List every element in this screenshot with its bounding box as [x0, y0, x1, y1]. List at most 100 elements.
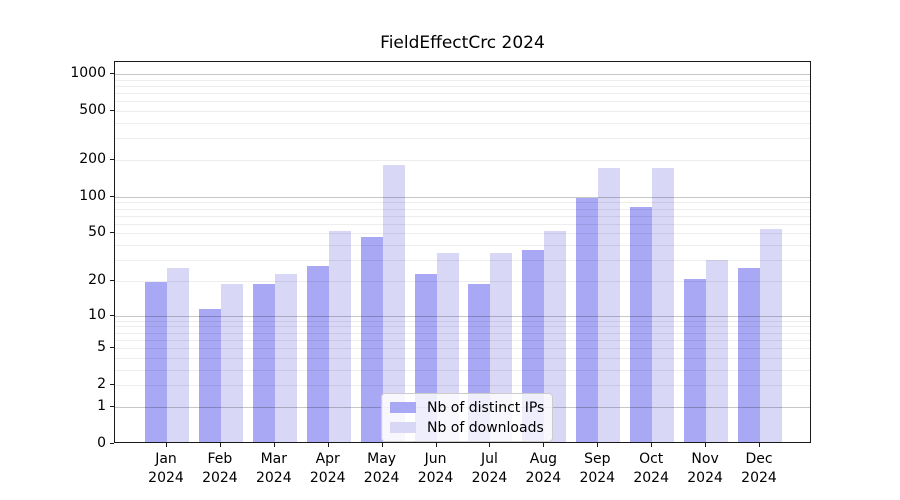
- x-tick-mark: [219, 443, 221, 447]
- gridline-minor: [115, 223, 810, 225]
- legend: Nb of distinct IPs Nb of downloads: [381, 393, 554, 442]
- legend-entry-distinct-ips: Nb of distinct IPs: [390, 398, 544, 417]
- x-tick-month: Dec: [745, 451, 773, 467]
- y-tick-mark: [110, 405, 114, 407]
- bar-downloads-oct: [652, 168, 675, 442]
- x-tick-mark: [597, 443, 599, 447]
- x-tick-label-nov: Nov 2024: [673, 450, 737, 488]
- bar-distinct-ips-feb: [198, 308, 221, 442]
- x-tick-month: Jun: [424, 451, 447, 467]
- gridline-minor: [115, 260, 810, 262]
- legend-label-distinct-ips: Nb of distinct IPs: [427, 399, 545, 416]
- x-tick-label-aug: Aug 2024: [511, 450, 575, 488]
- x-tick-label-mar: Mar 2024: [242, 450, 306, 488]
- gridline-minor: [115, 280, 810, 282]
- y-tick-label: 5: [97, 339, 106, 356]
- x-tick-year: 2024: [202, 470, 238, 486]
- y-tick-label: 2: [97, 376, 106, 393]
- x-tick-mark: [489, 443, 491, 447]
- x-tick-mark: [327, 443, 329, 447]
- bar-downloads-sep: [598, 168, 621, 442]
- gridline-minor: [115, 215, 810, 217]
- x-tick-label-jul: Jul 2024: [457, 450, 521, 488]
- bar-downloads-feb: [220, 284, 243, 442]
- bar-downloads-dec: [760, 229, 782, 442]
- x-tick-month: Oct: [639, 451, 664, 467]
- gridline-minor: [115, 202, 810, 204]
- x-tick-label-jan: Jan 2024: [134, 450, 198, 488]
- y-tick-label: 500: [79, 102, 106, 119]
- gridline-major: [115, 74, 810, 76]
- gridline-minor: [115, 159, 810, 161]
- gridline-minor: [115, 101, 810, 103]
- legend-swatch-distinct-ips: [390, 402, 416, 413]
- x-tick-month: Jan: [155, 451, 177, 467]
- y-tick-mark: [110, 73, 114, 75]
- x-tick-mark: [759, 443, 760, 447]
- x-tick-mark: [381, 443, 383, 447]
- gridline-minor: [115, 320, 810, 322]
- y-tick-mark: [110, 110, 114, 112]
- x-tick-year: 2024: [525, 470, 562, 486]
- x-tick-year: 2024: [417, 470, 454, 486]
- gridline-minor: [115, 79, 810, 81]
- y-tick-label: 50: [88, 224, 106, 241]
- x-tick-mark: [435, 443, 437, 447]
- gridline-minor: [115, 332, 810, 334]
- gridline-minor: [115, 369, 810, 371]
- gridline-minor: [115, 138, 810, 140]
- bar-distinct-ips-nov: [684, 278, 707, 442]
- gridline-minor: [115, 123, 810, 124]
- y-tick-label: 1: [97, 397, 106, 414]
- x-tick-month: Apr: [315, 451, 340, 467]
- plot-area: Nb of distinct IPs Nb of downloads: [114, 61, 811, 443]
- gridline-minor: [115, 245, 810, 247]
- x-tick-label-jun: Jun 2024: [404, 450, 468, 488]
- gridline-minor: [115, 357, 810, 359]
- y-tick-label: 0: [97, 435, 106, 451]
- y-tick-mark: [110, 232, 114, 234]
- y-tick-mark: [110, 384, 114, 386]
- x-tick-month: May: [367, 451, 397, 467]
- chart-title: FieldEffectCrc 2024: [380, 33, 545, 53]
- x-tick-month: Feb: [207, 451, 233, 467]
- bar-distinct-ips-jan: [145, 281, 167, 442]
- bar-downloads-mar: [274, 274, 297, 442]
- gridline-minor: [115, 348, 810, 350]
- x-tick-year: 2024: [633, 470, 669, 486]
- gridline-minor: [115, 111, 810, 113]
- x-tick-year: 2024: [363, 470, 400, 486]
- x-tick-year: 2024: [687, 470, 723, 486]
- legend-label-downloads: Nb of downloads: [427, 419, 544, 436]
- gridline-minor: [115, 93, 810, 95]
- y-tick-label: 100: [79, 187, 106, 204]
- gridline-major: [115, 196, 810, 198]
- x-tick-year: 2024: [471, 470, 508, 486]
- bar-downloads-may: [382, 165, 405, 442]
- x-tick-year: 2024: [148, 470, 184, 486]
- bar-downloads-nov: [706, 259, 729, 442]
- x-tick-mark: [273, 443, 275, 447]
- x-tick-year: 2024: [579, 470, 616, 486]
- gridline-minor: [115, 326, 810, 328]
- x-tick-label-may: May 2024: [350, 450, 414, 488]
- bar-distinct-ips-dec: [738, 267, 760, 442]
- x-tick-label-apr: Apr 2024: [296, 450, 360, 488]
- x-tick-month: Jul: [481, 451, 498, 467]
- bar-distinct-ips-may: [360, 236, 383, 442]
- y-tick-label: 1000: [70, 65, 106, 82]
- x-tick-label-oct: Oct 2024: [619, 450, 683, 488]
- bar-downloads-apr: [328, 231, 351, 442]
- bar-downloads-jan: [167, 267, 189, 442]
- bar-downloads-aug: [544, 231, 567, 442]
- y-tick-mark: [110, 443, 114, 444]
- bar-distinct-ips-sep: [576, 197, 599, 442]
- y-tick-mark: [110, 158, 114, 160]
- x-tick-mark: [543, 443, 545, 447]
- gridline-minor: [115, 208, 810, 210]
- x-tick-year: 2024: [741, 470, 777, 486]
- x-tick-label-feb: Feb 2024: [188, 450, 252, 488]
- x-tick-mark: [705, 443, 707, 447]
- x-tick-month: Sep: [584, 451, 611, 467]
